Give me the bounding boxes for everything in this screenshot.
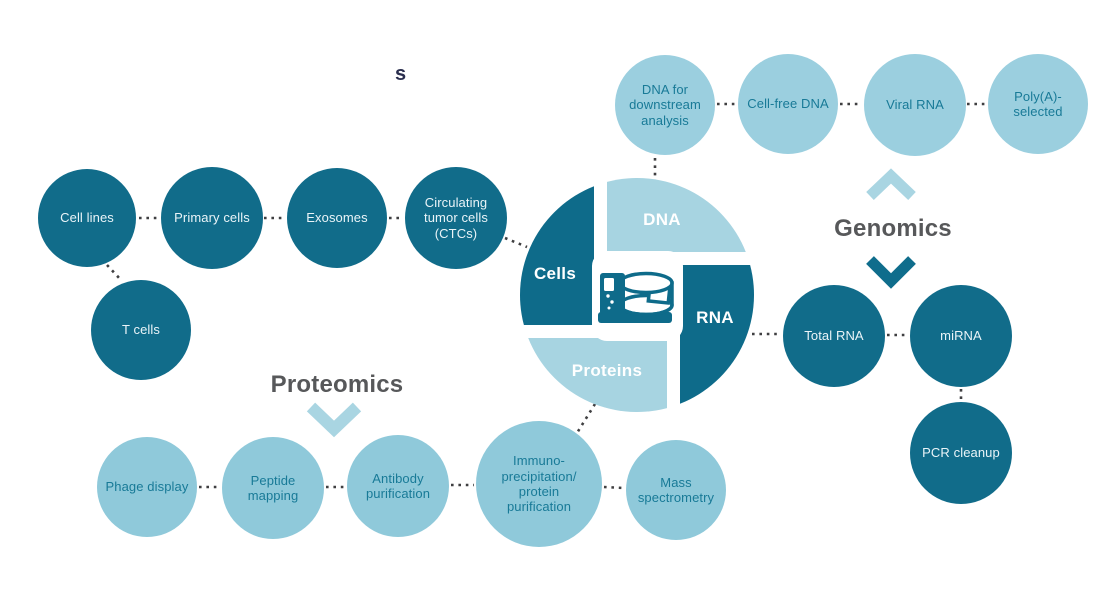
hub-label-cells: Cells xyxy=(534,264,576,283)
node-exosomes: Exosomes xyxy=(287,168,387,268)
chevron-down-icon xyxy=(306,402,362,438)
node-label: Peptide mapping xyxy=(247,472,299,503)
node-label: Total RNA xyxy=(804,328,864,344)
node-label: Cell-free DNA xyxy=(747,96,829,112)
node-label: Viral RNA xyxy=(886,97,944,113)
genomics-heading: Genomics xyxy=(834,215,952,242)
cropped-title-fragment: s xyxy=(395,63,407,85)
node-total-rna: Total RNA xyxy=(783,285,885,387)
benchtop-instrument-icon xyxy=(598,271,674,323)
node-viral-rna: Viral RNA xyxy=(864,54,966,156)
node-label: Mass spectrometry xyxy=(637,474,715,505)
proteomics-heading: Proteomics xyxy=(270,371,404,398)
hub-label-dna: DNA xyxy=(643,210,681,229)
node-polya-selected: Poly(A)- selected xyxy=(988,54,1088,154)
hub-segment-proteins xyxy=(528,338,667,413)
node-ctcs: Circulating tumor cells (CTCs) xyxy=(405,167,507,269)
node-label: Exosomes xyxy=(306,210,368,226)
hub-segment-rna xyxy=(680,265,755,404)
node-antibody-purification: Antibody purification xyxy=(347,435,449,537)
node-t-cells: T cells xyxy=(91,280,191,380)
node-primary-cells: Primary cells xyxy=(161,167,263,269)
node-label: Antibody purification xyxy=(365,470,431,501)
hub-segment-dna xyxy=(607,177,746,252)
hub-label-proteins: Proteins xyxy=(572,361,642,380)
node-dna-downstream: DNA for downstream analysis xyxy=(615,55,715,155)
chevron-down-icon xyxy=(866,256,916,289)
node-cell-free-dna: Cell-free DNA xyxy=(738,54,838,154)
connector-hub-immuno xyxy=(575,403,597,434)
node-mirna: miRNA xyxy=(910,285,1012,387)
node-label: Cell lines xyxy=(60,210,114,226)
node-label: miRNA xyxy=(940,328,982,344)
node-phage-display: Phage display xyxy=(97,437,197,537)
node-label: DNA for downstream analysis xyxy=(629,82,701,128)
node-label: Circulating tumor cells (CTCs) xyxy=(424,195,488,241)
node-cell-lines: Cell lines xyxy=(38,169,136,267)
sample-type-hub: Cells DNA RNA Proteins xyxy=(519,177,755,413)
node-label: Poly(A)- selected xyxy=(1013,88,1063,119)
connector-cell-lines-t-cells xyxy=(106,264,122,281)
node-label: PCR cleanup xyxy=(922,445,1000,461)
node-label: Primary cells xyxy=(174,210,250,226)
chevron-up-icon xyxy=(866,168,916,200)
node-pcr-cleanup: PCR cleanup xyxy=(910,402,1012,504)
node-label: T cells xyxy=(121,322,161,338)
node-label: Immuno- precipitation/ protein purificat… xyxy=(501,453,577,515)
node-immuno-precipitation: Immuno- precipitation/ protein purificat… xyxy=(476,421,602,547)
node-mass-spectrometry: Mass spectrometry xyxy=(626,440,726,540)
node-label: Phage display xyxy=(105,479,189,495)
node-peptide-mapping: Peptide mapping xyxy=(222,437,324,539)
connector-immuno-mass-spec xyxy=(603,485,625,490)
hub-segment-cells xyxy=(519,186,594,325)
hub-label-rna: RNA xyxy=(696,308,734,327)
